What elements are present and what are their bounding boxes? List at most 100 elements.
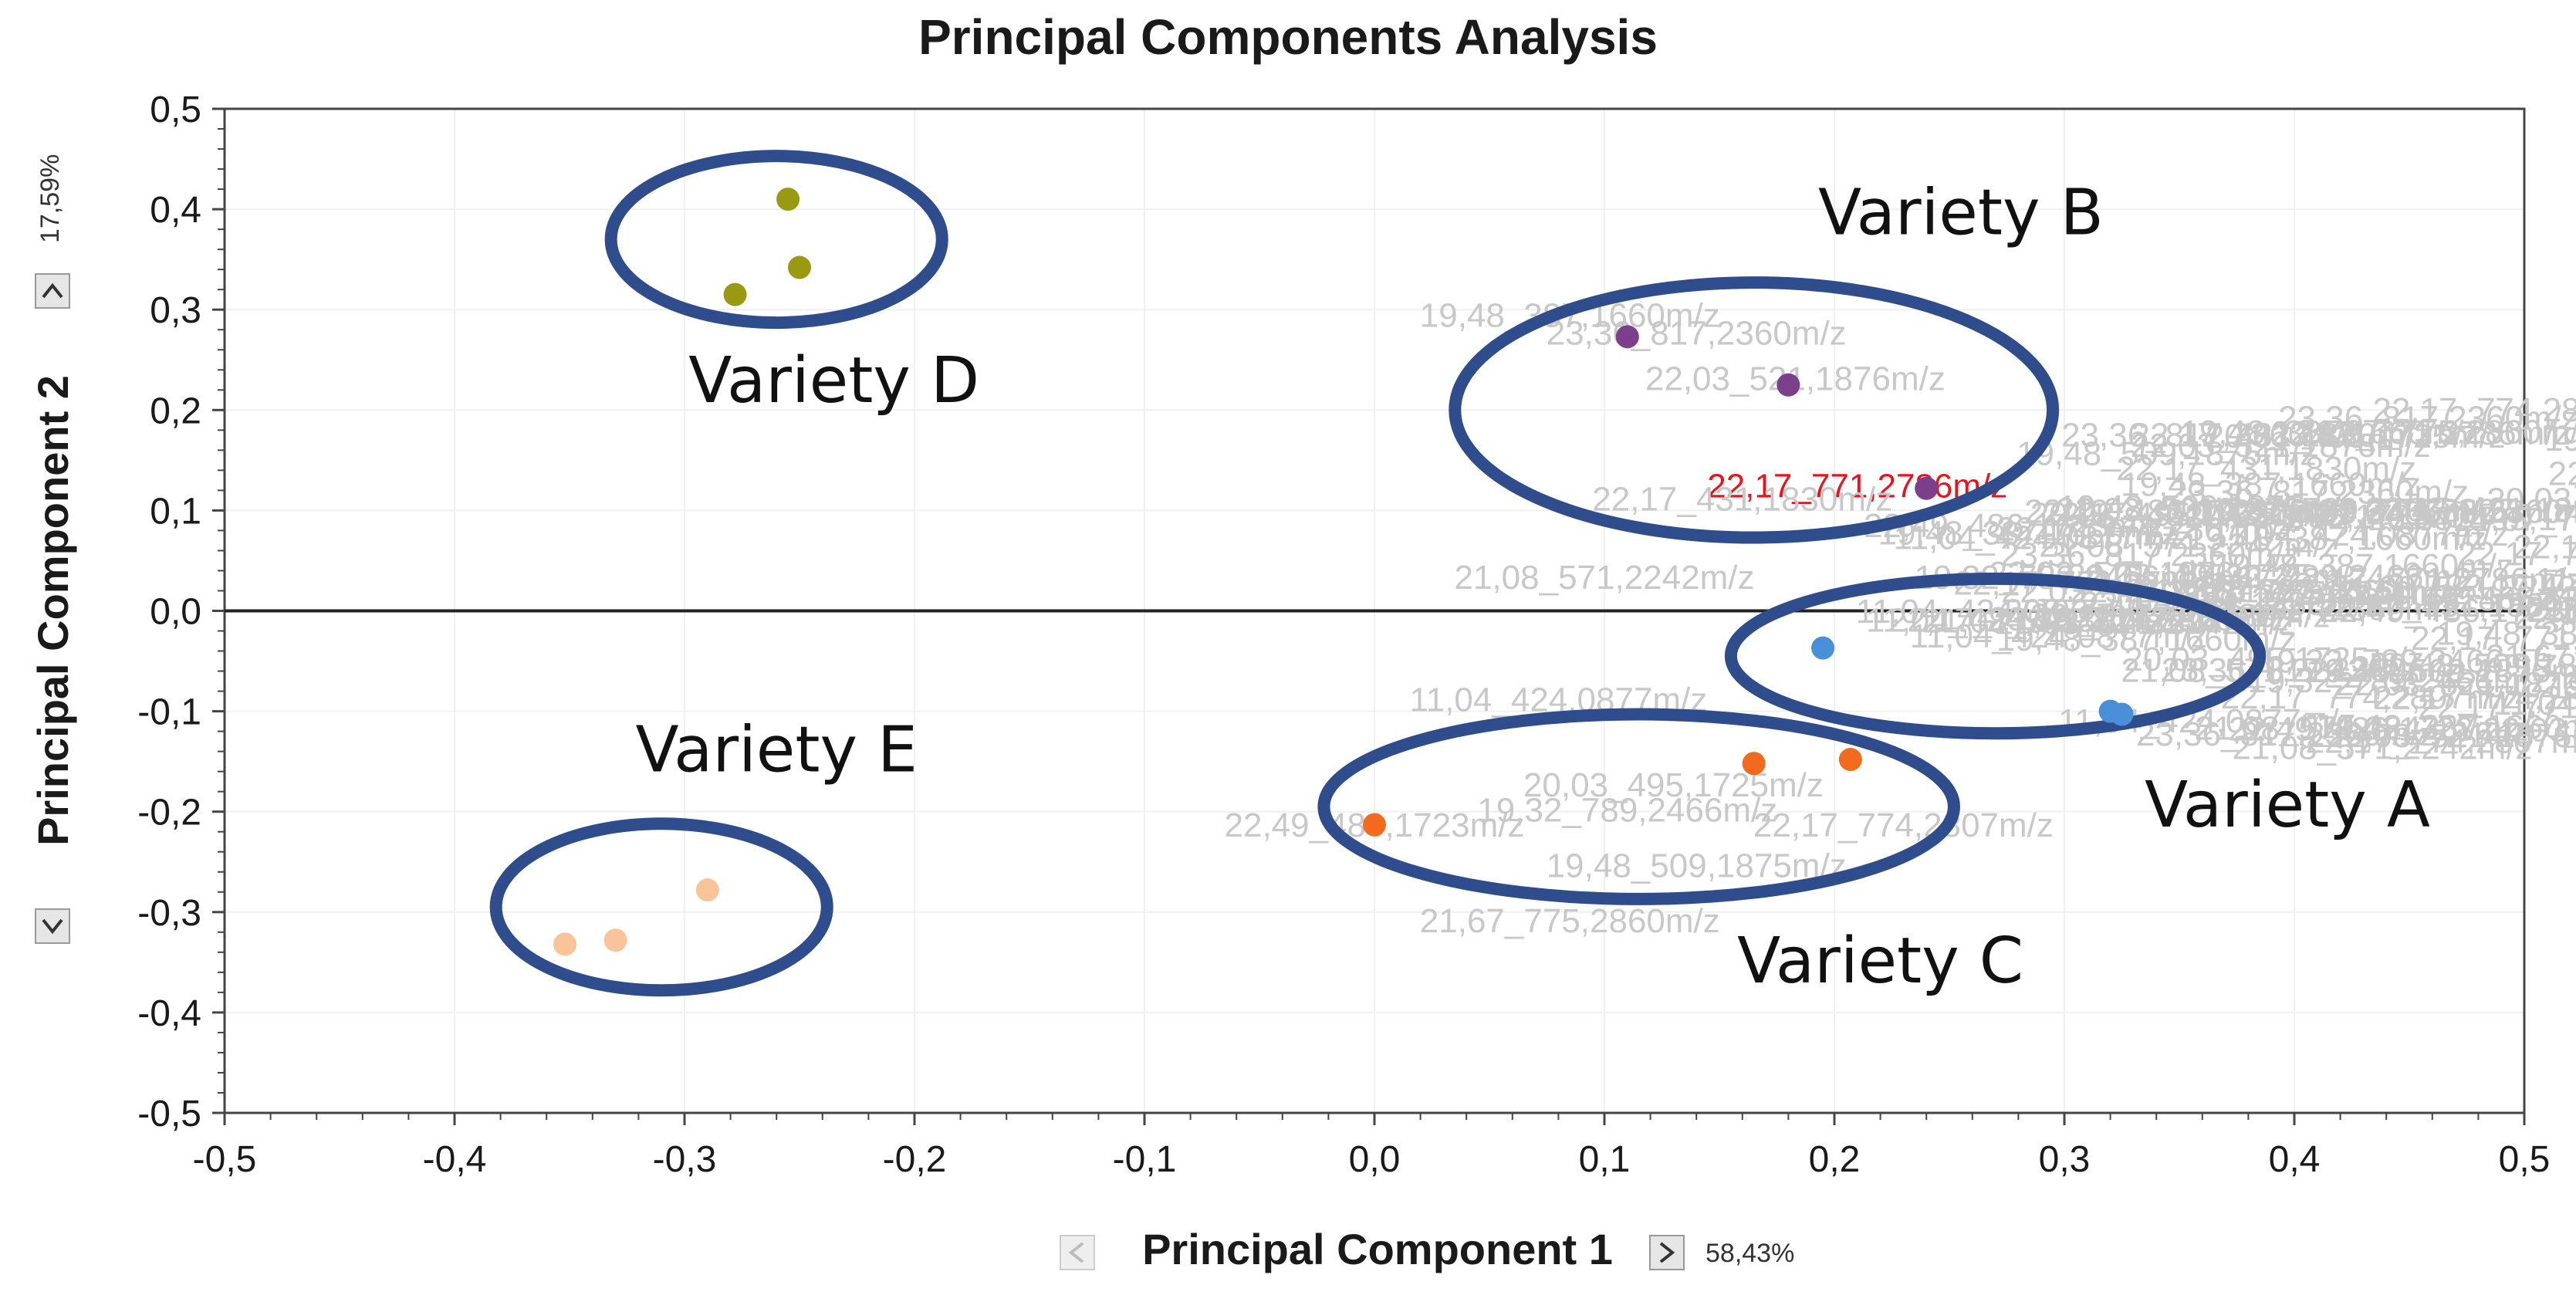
mz-ghost-label: 21,08_571,2242m/z (2195, 710, 2495, 748)
mz-ghost-label: 23,36_817,2360m/z (2542, 590, 2576, 628)
mz-ghost-label: 11,04_424,0877m/z (2493, 685, 2576, 722)
mz-ghost-label: 19,32_789,2466m/z (2258, 642, 2558, 680)
mz-label: 19,48_509,1875m/z (1547, 847, 1847, 884)
mz-label: 23,36_817,2360m/z (1547, 315, 1847, 353)
mz-ghost-label: 22,17_774,2807m/z (2373, 679, 2576, 717)
mz-ghost-label: 22,03_521,1876m/z (2483, 711, 2576, 749)
cluster-label: Variety A (2145, 769, 2430, 842)
data-point (788, 255, 811, 279)
y-tick-label: -0,3 (137, 893, 201, 934)
mz-ghost-label: 23,36_817,2360m/z (2169, 474, 2469, 512)
data-point (2110, 702, 2134, 726)
mz-ghost-label: 20,03_495,1725m/z (2124, 641, 2424, 678)
mz-ghost-label: 21,67_775,2860m/z (2296, 413, 2576, 451)
x-tick-label: -0,4 (423, 1139, 487, 1180)
mz-label: 19,32_789,2466m/z (1477, 792, 1777, 830)
data-point (553, 932, 577, 956)
x-scroll-right-button[interactable] (1649, 1235, 1685, 1270)
mz-ghost-label: 21,08_571,2242m/z (2525, 591, 2576, 629)
x-tick-label: -0,5 (193, 1139, 257, 1180)
mz-ghost-label: 22,49_486,1723m/z (2320, 592, 2576, 630)
mz-ghost-label: 23,36_817,2360m/z (2000, 536, 2300, 574)
mz-ghost-label: 22,17_774,2807m/z (1888, 601, 2189, 639)
mz-ghost-label: 21,08_571,2242m/z (2233, 729, 2533, 767)
mz-label: 20,03_495,1725m/z (1523, 766, 1824, 804)
data-point (1363, 813, 1386, 837)
mz-ghost-label: 22,17_771,2786m/z (2418, 688, 2576, 726)
x-tick-label: 0,2 (1809, 1139, 1861, 1180)
y-axis-title: Principal Component 2 (29, 375, 77, 846)
mz-ghost-label: 21,08_571,2242m/z (2573, 475, 2576, 513)
mz-ghost-label: 19,48_509,1875m/z (2306, 652, 2576, 690)
x-axis-title: Principal Component 1 (1142, 1225, 1613, 1273)
y-tick-label: -0,1 (137, 692, 201, 733)
mz-label: 22,17_774,2807m/z (1753, 806, 2054, 844)
mz-ghost-label: 19,48_387,1660m/z (2121, 465, 2421, 503)
mz-label-cloud: 22,17_771,2786m/z19,48_387,1660m/z23,36_… (1225, 296, 2576, 940)
mz-ghost-label: 21,08_571,2242m/z (2121, 651, 2421, 689)
mz-ghost-label: 19,48_509,1875m/z (2058, 489, 2358, 526)
data-point (1742, 752, 1766, 776)
mz-ghost-label: 22,17_771,2786m/z (2284, 561, 2576, 599)
mz-ghost-label: 22,03_521,1876m/z (2327, 717, 2576, 755)
mz-ghost-label: 23,36_817,2360m/z (2278, 400, 2576, 438)
chevron-right-icon (1659, 1242, 1675, 1263)
mz-ghost-label: 21,67_775,2860m/z (2317, 493, 2576, 531)
mz-ghost-label: 11,04_424,0877m/z (1856, 593, 2154, 631)
mz-ghost-label: 23,36_817,2360m/z (2136, 715, 2436, 753)
x-scroll-left-button[interactable] (1060, 1235, 1095, 1270)
mz-ghost-label: 22,49_486,1723m/z (2228, 711, 2528, 749)
y-scroll-up-button[interactable] (35, 273, 70, 309)
y-tick-label: 0,1 (150, 491, 201, 532)
data-point (1838, 748, 1862, 772)
mz-ghost-label: 22,17_431,1830m/z (2042, 495, 2342, 533)
data-point (723, 282, 747, 306)
mz-ghost-label: 22,17_774,2807m/z (2221, 678, 2521, 716)
cluster-ellipse (604, 150, 948, 330)
chevron-down-icon (42, 918, 63, 935)
y-variance-label: 17,59% (35, 154, 65, 243)
chevron-up-icon (42, 282, 63, 299)
y-tick-label: -0,2 (137, 793, 201, 834)
mz-ghost-label: 21,67_775,2860m/z (2166, 574, 2466, 612)
mz-ghost-label: 22,17_774,2807m/z (2270, 492, 2570, 530)
mz-ghost-label: 20,03_495,1725m/z (2185, 498, 2485, 536)
mz-ghost-label: 22,17_431,1830m/z (2365, 491, 2576, 529)
mz-ghost-label: 19,48_387,1660m/z (2317, 708, 2576, 746)
mz-ghost-label: 23,36_817,2360m/z (2061, 417, 2361, 455)
mz-ghost-label: 11,04_424,0877m/z (2211, 516, 2509, 553)
cluster-ellipse (1449, 276, 2060, 544)
y-tick-label: -0,4 (137, 993, 201, 1034)
mz-label: 21,08_571,2242m/z (1455, 559, 1755, 597)
mz-label: 22,17_431,1830m/z (1592, 480, 1892, 518)
axis-ticks: -0,5 -0,4 -0,3 -0,2 -0,1 0,0 0,1 0,2 0,3 0,4 0,5 0,… (137, 90, 2550, 1180)
mz-ghost-label: 22,03_521,1876m/z (2056, 492, 2356, 529)
mz-ghost-label: 11,04_424,0877m/z (1910, 617, 2208, 655)
mz-ghost-label: 11,04_424,0877m/z (1866, 601, 2164, 639)
cluster-ellipse (1724, 572, 2267, 740)
mz-ghost-label: 22,49_486,1723m/z (2251, 580, 2551, 618)
data-point (603, 928, 627, 952)
y-tick-label: 0,0 (150, 592, 201, 633)
mz-ghost-label: 11,04_424,0877m/z (2536, 561, 2576, 599)
x-tick-label: 0,0 (1349, 1139, 1401, 1180)
mz-ghost-label: 20,03_495,1725m/z (2206, 418, 2506, 455)
mz-ghost-label: 22,17_771,2786m/z (2411, 620, 2576, 658)
x-tick-label: -0,1 (1113, 1139, 1177, 1180)
x-tick-label: 0,4 (2269, 1139, 2321, 1180)
mz-ghost-label: 19,32_789,2466m/z (2196, 494, 2496, 532)
mz-ghost-label: 22,03_521,1876m/z (2131, 427, 2431, 465)
mz-ghost-label: 22,17_431,1830m/z (2513, 529, 2576, 566)
x-variance-label: 58,43% (1706, 1239, 1794, 1268)
mz-ghost-label: 19,48_387,1660m/z (1878, 515, 2179, 553)
mz-ghost-label: 22,17_771,2786m/z (2457, 536, 2576, 573)
y-scroll-down-button[interactable] (35, 908, 70, 944)
mz-ghost-label: 22,17_431,1830m/z (2131, 416, 2432, 454)
mz-ghost-label: 20,03_495,1725m/z (2486, 482, 2576, 519)
mz-label: 21,67_775,2860m/z (1420, 902, 1720, 940)
mz-ghost-label: 19,48_387,1660m/z (2213, 547, 2513, 585)
mz-ghost-label: 22,17_431,1830m/z (2317, 587, 2576, 624)
y-tick-label: -0,5 (137, 1094, 201, 1134)
cluster-label: Variety E (635, 714, 917, 787)
